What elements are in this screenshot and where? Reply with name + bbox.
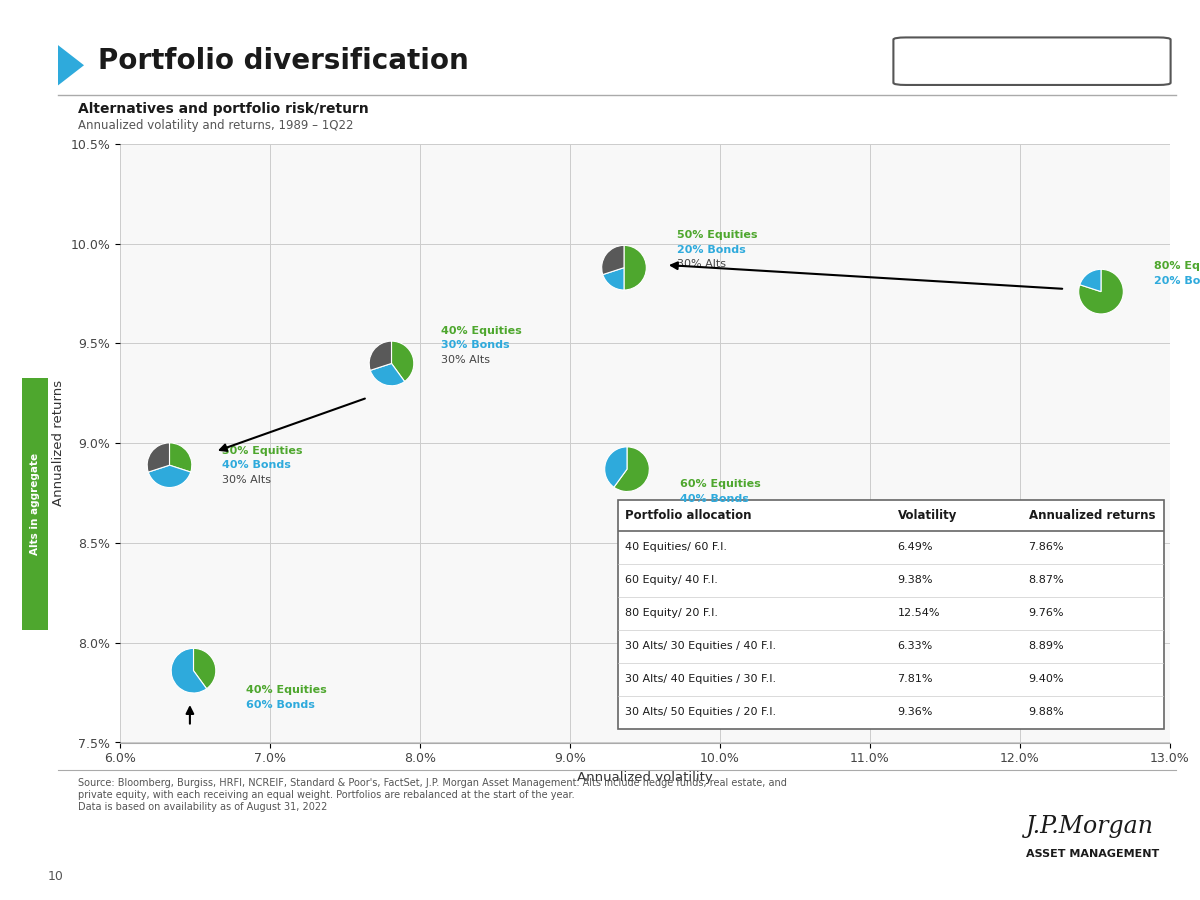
Wedge shape <box>602 267 624 290</box>
Text: 6.33%: 6.33% <box>898 642 932 652</box>
Text: 12.54%: 12.54% <box>898 608 940 618</box>
Text: 40% Equities: 40% Equities <box>440 326 522 336</box>
Text: 60% Equities: 60% Equities <box>680 480 761 490</box>
Text: 7.81%: 7.81% <box>898 674 934 685</box>
Text: 30 Alts/ 30 Equities / 40 F.I.: 30 Alts/ 30 Equities / 40 F.I. <box>624 642 775 652</box>
Text: 7.86%: 7.86% <box>1028 543 1064 553</box>
Text: 10: 10 <box>1116 54 1134 68</box>
Text: 30% Equities: 30% Equities <box>222 446 302 455</box>
Text: 80 Equity/ 20 F.I.: 80 Equity/ 20 F.I. <box>624 608 718 618</box>
Text: 30% Alts: 30% Alts <box>677 259 726 269</box>
Text: 9.76%: 9.76% <box>1028 608 1064 618</box>
Text: J.P.Morgan: J.P.Morgan <box>1026 814 1154 838</box>
Text: 9.36%: 9.36% <box>898 707 932 717</box>
Text: 40% Bonds: 40% Bonds <box>222 460 292 470</box>
Text: 9.88%: 9.88% <box>1028 707 1064 717</box>
Text: ASSET MANAGEMENT: ASSET MANAGEMENT <box>1026 849 1159 859</box>
Text: 30% Alts: 30% Alts <box>440 355 490 365</box>
Text: Portfolio allocation: Portfolio allocation <box>624 508 751 522</box>
Text: Alts in aggregate: Alts in aggregate <box>30 453 40 555</box>
FancyBboxPatch shape <box>893 38 1171 85</box>
Text: 20% Bonds: 20% Bonds <box>1154 275 1200 286</box>
Text: Alternatives and portfolio risk/return: Alternatives and portfolio risk/return <box>78 102 368 115</box>
Text: 60% Bonds: 60% Bonds <box>246 700 316 710</box>
Text: Volatility: Volatility <box>898 508 956 522</box>
Text: 40 Equities/ 60 F.I.: 40 Equities/ 60 F.I. <box>624 543 726 553</box>
Wedge shape <box>149 465 191 488</box>
Text: Annualized returns: Annualized returns <box>1028 508 1156 522</box>
Wedge shape <box>1080 269 1102 292</box>
Text: 60 Equity/ 40 F.I.: 60 Equity/ 40 F.I. <box>624 575 718 586</box>
Text: Annualized volatility and returns, 1989 – 1Q22: Annualized volatility and returns, 1989 … <box>78 119 354 131</box>
Text: 30 Alts/ 50 Equities / 20 F.I.: 30 Alts/ 50 Equities / 20 F.I. <box>624 707 775 717</box>
Text: 30% Alts: 30% Alts <box>222 474 271 484</box>
Text: 20% Bonds: 20% Bonds <box>677 245 745 255</box>
Wedge shape <box>391 341 414 382</box>
Wedge shape <box>172 648 206 693</box>
Text: 10: 10 <box>48 870 64 883</box>
Text: GTA: GTA <box>937 54 965 68</box>
Text: 6.49%: 6.49% <box>898 543 934 553</box>
Text: 8.89%: 8.89% <box>1028 642 1064 652</box>
Wedge shape <box>148 443 169 473</box>
Wedge shape <box>601 246 624 274</box>
Text: 80% Equities: 80% Equities <box>1154 261 1200 272</box>
Text: U.S.: U.S. <box>1028 54 1056 68</box>
Text: 9.40%: 9.40% <box>1028 674 1064 685</box>
Wedge shape <box>169 443 192 473</box>
Y-axis label: Annualized returns: Annualized returns <box>52 380 65 507</box>
Text: 40% Bonds: 40% Bonds <box>680 494 749 504</box>
Text: 50% Equities: 50% Equities <box>677 230 757 240</box>
Text: 40% Equities: 40% Equities <box>246 686 328 696</box>
Wedge shape <box>371 364 404 386</box>
X-axis label: Annualized volatility: Annualized volatility <box>577 770 713 784</box>
Text: Portfolio diversification: Portfolio diversification <box>98 47 469 76</box>
Wedge shape <box>614 447 649 491</box>
Wedge shape <box>1079 269 1123 314</box>
Text: 9.38%: 9.38% <box>898 575 934 586</box>
Text: 30 Alts/ 40 Equities / 30 F.I.: 30 Alts/ 40 Equities / 30 F.I. <box>624 674 775 685</box>
Wedge shape <box>605 447 628 487</box>
Text: Source: Bloomberg, Burgiss, HRFI, NCREIF, Standard & Poor's, FactSet, J.P. Morga: Source: Bloomberg, Burgiss, HRFI, NCREIF… <box>78 778 787 812</box>
Text: 8.87%: 8.87% <box>1028 575 1064 586</box>
Polygon shape <box>58 45 84 86</box>
Wedge shape <box>193 648 216 688</box>
Text: 30% Bonds: 30% Bonds <box>440 340 509 350</box>
Wedge shape <box>370 341 391 370</box>
Wedge shape <box>624 246 647 290</box>
